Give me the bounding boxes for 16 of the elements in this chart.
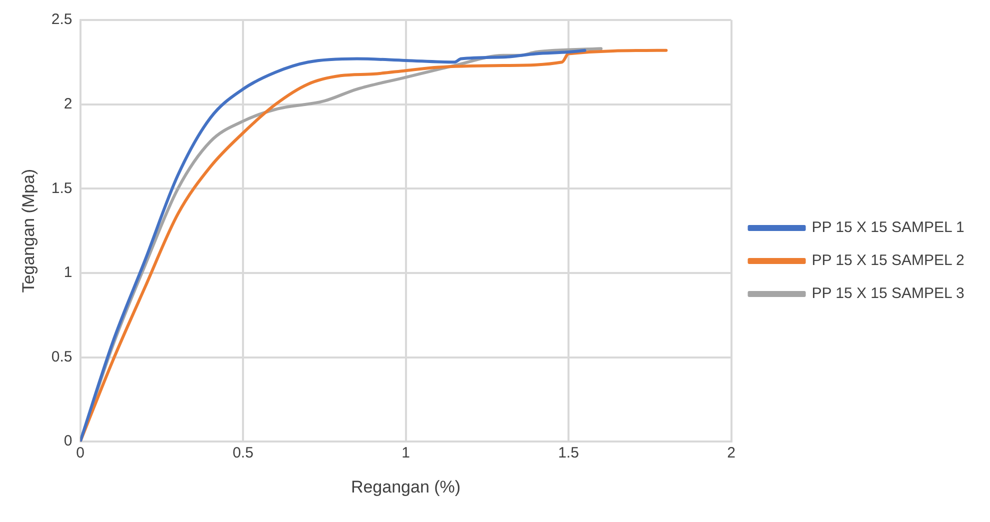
y-tick-label: 0.5 xyxy=(51,348,72,366)
legend-label: PP 15 X 15 SAMPEL 3 xyxy=(812,285,964,302)
x-tick-label: 1.5 xyxy=(558,444,579,462)
x-tick-label: 0.5 xyxy=(232,444,254,462)
y-axis-title: Tegangan (Mpa) xyxy=(18,168,38,293)
x-tick-label: 0 xyxy=(76,444,84,462)
y-tick-label: 1.5 xyxy=(51,180,72,197)
x-axis-title: Regangan (%) xyxy=(350,477,461,496)
y-tick-label: 2.5 xyxy=(51,11,72,28)
y-tick-label: 1 xyxy=(64,264,72,282)
y-tick-label: 2 xyxy=(64,95,72,112)
y-tick-label: 0 xyxy=(64,432,72,450)
x-tick-label: 2 xyxy=(727,444,736,462)
legend-label: PP 15 X 15 SAMPEL 1 xyxy=(812,219,964,236)
legend-label: PP 15 X 15 SAMPEL 2 xyxy=(812,252,964,270)
x-tick-label: 1 xyxy=(402,444,410,462)
